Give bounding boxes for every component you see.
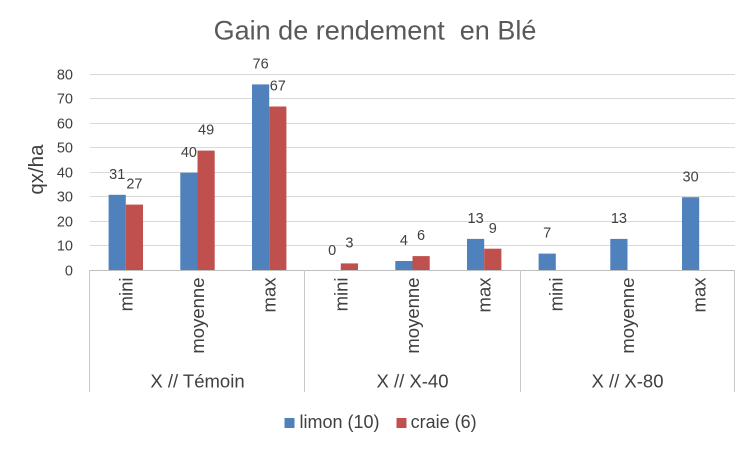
svg-text:moyenne: moyenne (187, 278, 208, 354)
svg-text:0: 0 (328, 243, 336, 259)
svg-text:moyenne: moyenne (617, 278, 638, 354)
svg-text:max: max (259, 277, 280, 313)
svg-text:7: 7 (543, 226, 551, 242)
svg-text:13: 13 (611, 211, 627, 227)
svg-text:Gain de rendement en Blé: Gain de rendement en Blé (214, 16, 537, 46)
svg-text:67: 67 (270, 79, 286, 95)
svg-text:80: 80 (57, 68, 73, 84)
svg-text:limon (10): limon (10) (300, 412, 380, 432)
svg-text:76: 76 (253, 57, 269, 73)
svg-text:4: 4 (400, 233, 408, 249)
svg-text:max: max (474, 277, 495, 313)
svg-text:mini: mini (330, 278, 351, 312)
svg-text:40: 40 (57, 166, 73, 182)
svg-text:6: 6 (417, 228, 425, 244)
svg-text:70: 70 (57, 92, 73, 108)
svg-text:craie (6): craie (6) (411, 412, 477, 432)
svg-text:20: 20 (57, 215, 73, 231)
svg-text:31: 31 (109, 167, 125, 183)
svg-text:50: 50 (57, 141, 73, 157)
svg-text:3: 3 (345, 236, 353, 252)
svg-text:mini: mini (115, 278, 136, 312)
svg-text:0: 0 (65, 264, 73, 280)
svg-text:60: 60 (57, 117, 73, 133)
svg-text:27: 27 (126, 177, 142, 193)
svg-text:mini: mini (545, 278, 566, 312)
svg-text:10: 10 (57, 239, 73, 255)
svg-text:qx/ha: qx/ha (25, 144, 48, 195)
svg-text:X // Témoin: X // Témoin (150, 371, 244, 392)
svg-text:49: 49 (198, 123, 214, 139)
svg-text:30: 30 (57, 190, 73, 206)
svg-text:9: 9 (489, 221, 497, 237)
svg-text:max: max (689, 277, 710, 313)
svg-text:moyenne: moyenne (402, 278, 423, 354)
svg-text:40: 40 (181, 145, 197, 161)
svg-text:X // X-80: X // X-80 (592, 371, 664, 392)
svg-text:13: 13 (468, 211, 484, 227)
svg-text:X // X-40: X // X-40 (377, 371, 449, 392)
svg-text:30: 30 (683, 169, 699, 185)
